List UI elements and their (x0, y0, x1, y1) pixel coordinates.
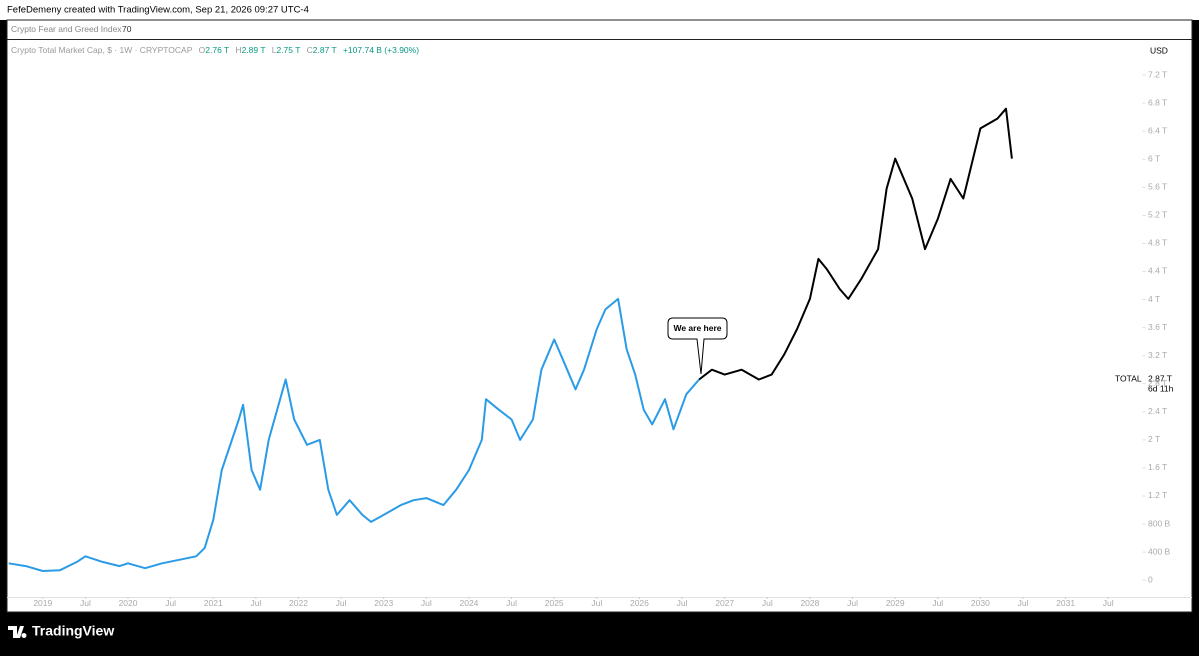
y-tick-label: 3.2 T (1148, 350, 1167, 360)
brand: TradingView (32, 623, 114, 639)
y-tick-label: 6 T (1148, 154, 1160, 164)
x-tick-label: Jul (677, 598, 688, 608)
currency: USD (1150, 45, 1168, 55)
x-tick-label: Jul (1018, 598, 1029, 608)
legend-l: L (272, 45, 277, 55)
x-tick-label: Jul (1103, 598, 1114, 608)
y-tick-label: 400 B (1148, 546, 1171, 556)
x-tick-label: 2021 (204, 598, 223, 608)
x-tick-label: 2030 (971, 598, 990, 608)
y-tick-label: 5.6 T (1148, 182, 1167, 192)
y-tick-label: 0 (1148, 574, 1153, 584)
x-tick-label: Jul (762, 598, 773, 608)
y-tick-label: 3.6 T (1148, 322, 1167, 332)
header-bar (0, 0, 1199, 20)
chart-panel (6, 19, 1193, 613)
legend-open: 2.76 T (205, 45, 229, 55)
y-tick-label: 4.8 T (1148, 238, 1167, 248)
credit: FefeDemeny created with TradingView.com,… (7, 5, 309, 16)
x-tick-label: Jul (421, 598, 432, 608)
y-tick-label: 2.8 T (1148, 378, 1167, 388)
y-tick-label: 6.4 T (1148, 125, 1167, 135)
x-tick-label: Jul (165, 598, 176, 608)
x-tick-label: 2027 (715, 598, 734, 608)
legend-low: 2.75 T (276, 45, 300, 55)
legend-c: C (307, 45, 313, 55)
price-label-name: TOTAL (1115, 373, 1142, 383)
y-tick-label: 2.4 T (1148, 406, 1167, 416)
indicator-value: 70 (122, 24, 132, 34)
x-tick-label: Jul (336, 598, 347, 608)
x-tick-label: 2026 (630, 598, 649, 608)
x-tick-label: Jul (847, 598, 858, 608)
footer-logo: TradingView (8, 623, 114, 639)
x-tick-label: 2019 (33, 598, 52, 608)
y-tick-label: 2 T (1148, 434, 1160, 444)
y-tick-label: 4.4 T (1148, 266, 1167, 276)
x-tick-label: Jul (250, 598, 261, 608)
x-tick-label: 2020 (119, 598, 138, 608)
x-tick-label: 2024 (460, 598, 479, 608)
y-tick-label: 1.6 T (1148, 462, 1167, 472)
y-tick-label: 7.2 T (1148, 69, 1167, 79)
y-tick-label: 5.2 T (1148, 210, 1167, 220)
price-countdown: 6d 11h (1148, 383, 1174, 393)
y-tick-label: 6.8 T (1148, 97, 1167, 107)
x-tick-label: Jul (591, 598, 602, 608)
x-tick-label: Jul (506, 598, 517, 608)
y-tick-label: 800 B (1148, 518, 1171, 528)
x-tick-label: 2023 (374, 598, 393, 608)
x-tick-label: 2022 (289, 598, 308, 608)
indicator-name: Crypto Fear and Greed Index (11, 24, 122, 34)
legend-o: O (199, 45, 206, 55)
callout: We are here (667, 317, 728, 375)
price-line (698, 107, 1013, 381)
legend-high: 2.89 T (242, 45, 266, 55)
legend-change: +107.74 B (+3.90%) (343, 45, 419, 55)
x-tick-label: 2025 (545, 598, 564, 608)
price-line (8, 297, 700, 572)
x-tick-label: 2028 (800, 598, 819, 608)
x-tick-label: Jul (932, 598, 943, 608)
y-tick-label: 4 T (1148, 294, 1160, 304)
legend-symbol: Crypto Total Market Cap, $ · 1W · CRYPTO… (11, 45, 193, 55)
x-tick-label: 2031 (1056, 598, 1075, 608)
x-tick-label: 2029 (886, 598, 905, 608)
y-tick-label: 1.2 T (1148, 490, 1167, 500)
callout-bubble (667, 317, 728, 375)
legend: Crypto Total Market Cap, $ · 1W · CRYPTO… (11, 45, 419, 55)
callout-text: We are here (673, 323, 721, 333)
legend-close: 2.87 T (313, 45, 337, 55)
logo-mark (8, 626, 27, 638)
legend-h: H (235, 45, 241, 55)
price-label-value: 2.87 T (1148, 373, 1172, 383)
x-tick-label: Jul (80, 598, 91, 608)
